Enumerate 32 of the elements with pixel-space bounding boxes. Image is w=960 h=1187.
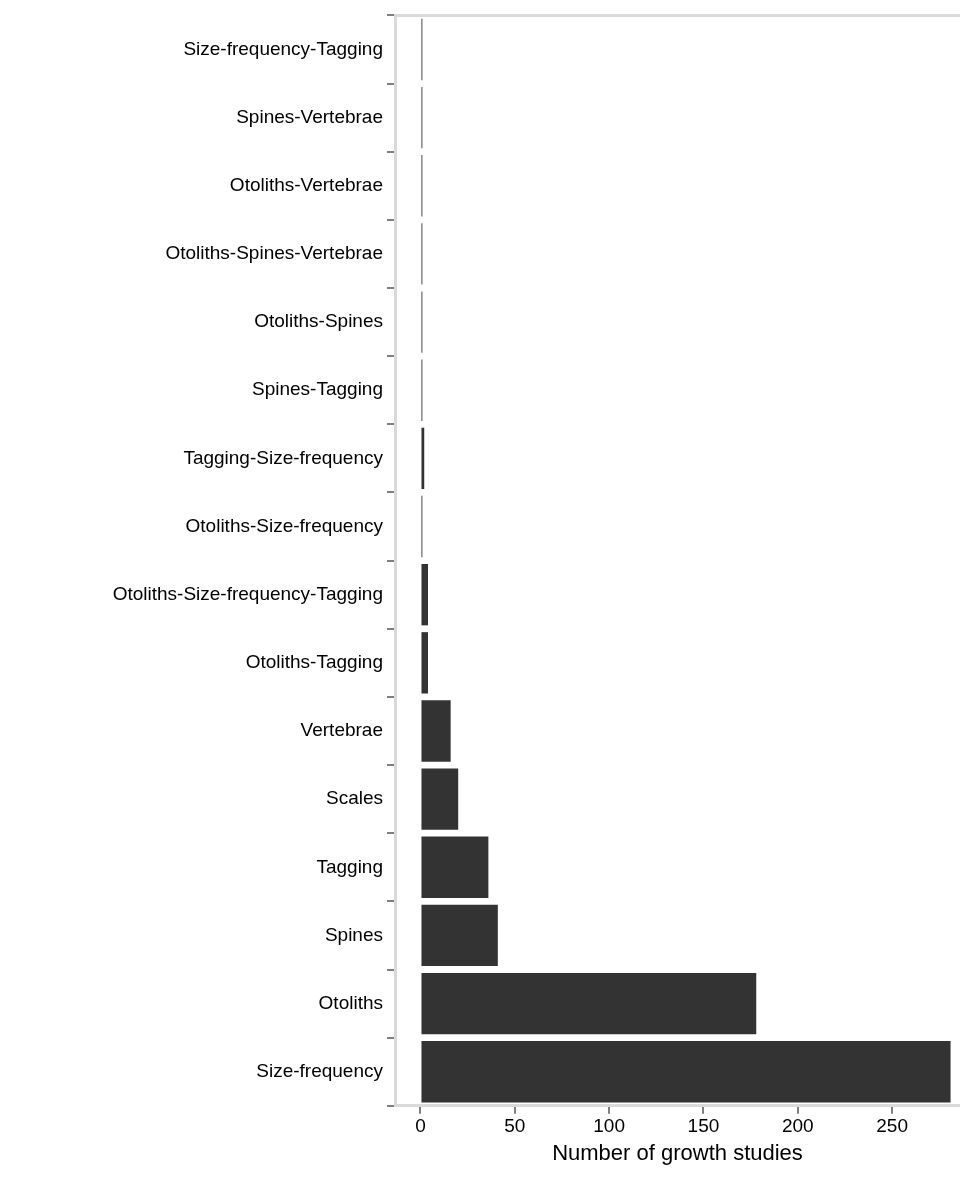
- y-tick-label: Otoliths-Spines: [254, 310, 383, 332]
- bar: [421, 768, 459, 830]
- x-axis-title: Number of growth studies: [552, 1139, 803, 1165]
- y-tick-label: Spines-Vertebrae: [236, 105, 383, 127]
- y-tick-label: Otoliths: [318, 991, 383, 1013]
- bar: [421, 1041, 951, 1103]
- y-tick-label: Spines-Tagging: [252, 378, 383, 400]
- bar: [421, 700, 451, 762]
- y-tick-label: Otoliths-Size-frequency-Tagging: [112, 582, 383, 604]
- y-tick-label: Size-frequency: [256, 1059, 384, 1081]
- y-tick-label: Otoliths-Tagging: [245, 651, 383, 673]
- bar: [421, 632, 429, 694]
- bar: [421, 427, 425, 490]
- bar: [421, 564, 429, 626]
- y-tick-label: Vertebrae: [300, 719, 383, 741]
- y-tick-label: Size-frequency-Tagging: [183, 37, 383, 59]
- x-tick-label: 100: [593, 1115, 625, 1137]
- y-tick-label: Tagging: [316, 855, 383, 877]
- y-tick-label: Otoliths-Size-frequency: [185, 514, 384, 536]
- x-tick-label: 50: [504, 1115, 526, 1137]
- y-tick-label: Otoliths-Spines-Vertebrae: [165, 242, 383, 264]
- y-tick-label: Tagging-Size-frequency: [183, 446, 384, 468]
- bar: [421, 904, 498, 967]
- x-tick-label: 150: [687, 1115, 720, 1137]
- y-tick-label: Scales: [325, 787, 383, 809]
- x-tick-label: 200: [781, 1115, 814, 1137]
- bar: [421, 836, 489, 898]
- y-tick-label: Otoliths-Vertebrae: [229, 174, 383, 196]
- bar: [421, 972, 757, 1035]
- x-tick-label: 250: [876, 1115, 908, 1137]
- x-tick-label: 0: [415, 1115, 426, 1137]
- y-tick-label: Spines: [324, 923, 383, 945]
